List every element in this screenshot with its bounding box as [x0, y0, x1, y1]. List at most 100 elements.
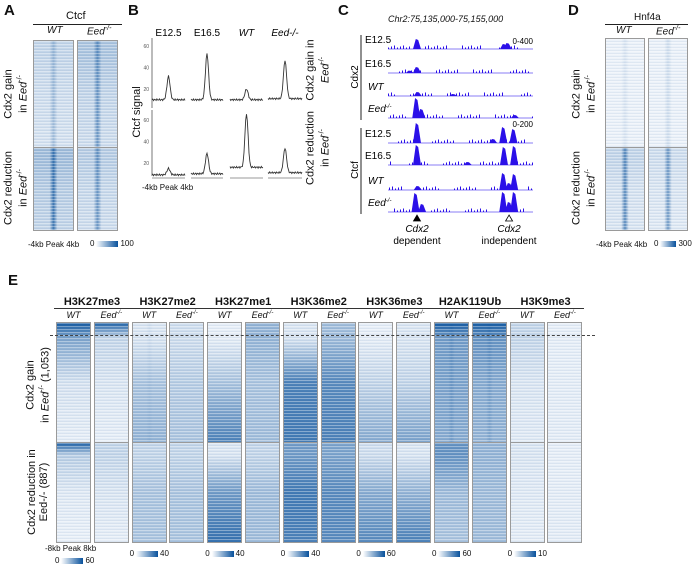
heatmap-h2ak119ub-wt-reduction — [434, 442, 469, 543]
noise-bar — [488, 70, 489, 73]
t: Eed — [17, 175, 30, 196]
sup: -/- — [104, 25, 112, 32]
col-eed: Eed-/- — [656, 25, 680, 37]
row-label-reduction: Cdx2 reduction in Eed-/- — [571, 151, 598, 225]
t: in — [17, 195, 30, 207]
noise-bar — [439, 116, 440, 118]
track-label: E16.5 — [365, 59, 392, 70]
noise-bar — [393, 114, 394, 118]
signal-peak — [510, 146, 519, 165]
locus-title: Chr2:75,135,000-75,155,000 — [388, 14, 504, 24]
cbar-max: 40 — [311, 549, 321, 558]
noise-bar — [394, 208, 395, 212]
noise-bar — [402, 114, 403, 118]
cbar-min: 0 — [432, 549, 437, 558]
noise-bar — [432, 187, 433, 190]
noise-bar — [495, 163, 496, 165]
signal-peak — [413, 92, 422, 96]
cbar-max: 60 — [85, 556, 95, 564]
row-label-reduction: Cdx2 reduction in Eed-/- — [305, 111, 332, 185]
heatmap-h3k36me2-eed-reduction — [320, 442, 356, 543]
heatmap-h3k36me3-eed-reduction — [396, 442, 432, 543]
noise-bar — [525, 69, 526, 73]
noise-bar — [400, 209, 401, 212]
noise-bar — [465, 93, 466, 96]
signal-peak — [463, 162, 472, 165]
noise-bar — [470, 114, 471, 118]
noise-bar — [491, 69, 492, 73]
t: Eed — [327, 310, 344, 320]
heatmap-h3k27me1-wt-gain — [207, 322, 243, 443]
noise-bar — [487, 94, 488, 96]
col-wt: WT — [510, 310, 545, 320]
noise-bar — [424, 161, 425, 165]
cbar-max: 100 — [120, 239, 134, 248]
noise-bar — [425, 46, 426, 49]
noise-bar — [409, 163, 410, 165]
noise-bar — [464, 116, 465, 118]
noise-bar — [519, 71, 520, 73]
noise-bar — [473, 116, 474, 118]
noise-bar — [480, 162, 481, 165]
noise-bar — [454, 188, 455, 190]
signal-peak — [413, 39, 421, 49]
y-tick-label: 20 — [143, 161, 149, 167]
noise-bar — [496, 94, 497, 96]
noise-bar — [446, 45, 447, 49]
genome-tracks: E12.5 E16.5 WT Eed-/- E12.5 E16.5 WT Eed-/- 0-40… — [350, 35, 537, 247]
col-wt: WT — [616, 25, 632, 36]
noise-bar — [471, 45, 472, 49]
noise-bar — [495, 114, 496, 118]
noise-bar — [499, 93, 500, 96]
y-axis-label: Ctcf signal — [131, 86, 143, 138]
noise-bar — [461, 114, 462, 118]
sup: -/- — [267, 310, 274, 316]
noise-bar — [520, 163, 521, 165]
noise-bar — [491, 187, 492, 190]
col-eed: Eed-/- — [396, 310, 431, 320]
y-tick-label: 60 — [143, 118, 149, 124]
noise-bar — [468, 46, 469, 49]
noise-bar — [509, 141, 510, 143]
track-range: 0-200 — [513, 120, 534, 129]
noise-bar — [474, 210, 475, 212]
noise-bar — [498, 162, 499, 165]
noise-bar — [395, 188, 396, 190]
noise-bar — [499, 47, 500, 49]
noise-bar — [518, 141, 519, 143]
noise-bar — [466, 187, 467, 190]
noise-bar — [476, 115, 477, 118]
noise-bar — [432, 141, 433, 143]
colorbar-h3k9me3: 0 10 — [508, 549, 547, 558]
mark-header-h3k27me2: H3K27me2 — [129, 296, 206, 309]
cbar-min: 0 — [90, 239, 95, 248]
noise-bar — [431, 210, 432, 212]
cbar — [61, 557, 84, 564]
noise-bar — [472, 139, 473, 143]
open-triangle-icon — [504, 214, 514, 222]
t: Eed — [39, 391, 52, 412]
track-label: E12.5 — [365, 129, 392, 140]
t: in — [319, 155, 332, 167]
noise-bar — [449, 161, 450, 165]
sup: -/- — [584, 169, 592, 176]
row-label-gain: Cdx2 gain in Eed-/- (1,053) — [25, 347, 52, 423]
heatmap-h3k27me3-wt-gain — [56, 322, 91, 443]
heatmap-h3k9me3-eed-reduction — [547, 442, 583, 543]
noise-bar — [451, 71, 452, 73]
heatmap-h3k27me3-eed-gain — [93, 322, 129, 443]
noise-bar — [469, 140, 470, 143]
noise-bar — [485, 71, 486, 73]
noise-bar — [473, 69, 474, 73]
t: Cdx2 gain — [2, 69, 15, 119]
panel-label-a: A — [4, 2, 15, 19]
panel-label-d: D — [568, 2, 579, 19]
sup: -/- — [318, 56, 326, 64]
t: (1,053) — [39, 347, 52, 382]
noise-bar — [398, 187, 399, 190]
noise-bar — [433, 115, 434, 118]
track-label: Eed-/- — [368, 104, 391, 115]
heatmap-h3k9me3-wt-reduction — [509, 442, 545, 543]
heatmap-h3k27me2-wt-gain — [131, 322, 167, 443]
noise-bar — [492, 161, 493, 165]
